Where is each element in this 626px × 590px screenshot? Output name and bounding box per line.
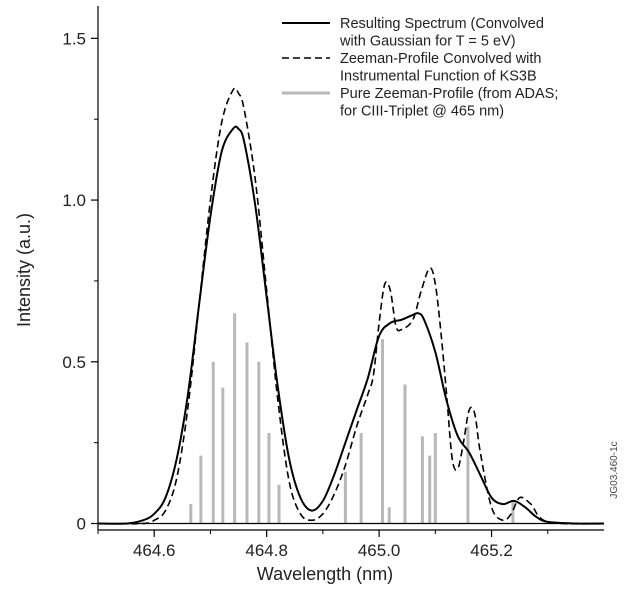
- y-tick-label: 0.5: [62, 353, 86, 372]
- y-axis-title: Intensity (a.u.): [14, 213, 34, 327]
- legend-label: Pure Zeeman-Profile (from ADAS;: [340, 86, 558, 102]
- series-lines: [97, 87, 605, 525]
- legend-label: for CIII-Triplet @ 465 nm): [340, 104, 504, 120]
- legend-label: with Gaussian for T = 5 eV): [339, 34, 516, 50]
- legend-label: Instrumental Function of KS3B: [340, 69, 537, 85]
- x-tick-label: 464.8: [245, 541, 288, 560]
- figure-code-label: JG03.460-1c: [609, 441, 620, 498]
- axes: 0 0.5 1.0 1.5 464.6 464.8 465.0 465.2: [62, 6, 604, 560]
- y-tick-label: 1.0: [62, 191, 86, 210]
- legend-label: Zeeman-Profile Convolved with: [340, 51, 541, 67]
- legend-label: Resulting Spectrum (Convolved: [340, 16, 544, 32]
- y-tick-label: 1.5: [62, 29, 86, 48]
- legend: Resulting Spectrum (Convolved with Gaussi…: [282, 16, 558, 120]
- resulting-spectrum-line: [97, 125, 605, 525]
- x-axis-title: Wavelength (nm): [257, 564, 393, 584]
- x-tick-label: 465.0: [358, 541, 401, 560]
- x-tick-label: 464.6: [133, 541, 176, 560]
- zeeman-convolved-line: [97, 87, 605, 525]
- y-tick-label: 0: [77, 515, 86, 534]
- pure-zeeman-sticks: [189, 313, 515, 524]
- x-tick-label: 465.2: [470, 541, 513, 560]
